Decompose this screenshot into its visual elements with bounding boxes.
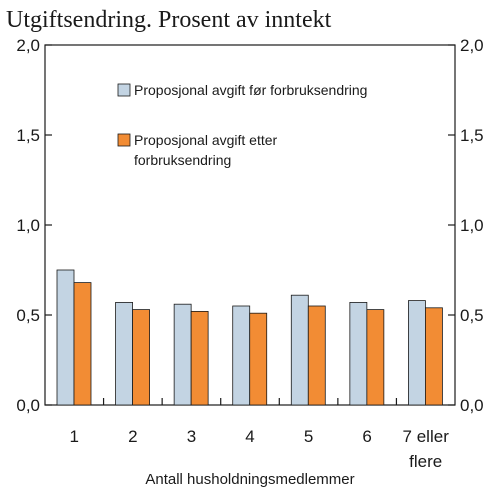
tick-labels: 0,0 0,0 0,5 0,5 1,0 1,0 1,5 1,5 2,0 2,0 [16,36,483,415]
y-tick-label-left: 1,0 [16,216,40,235]
bar [190,310,209,406]
bar [408,300,426,406]
category-label: 1 [70,427,79,446]
bar [73,282,92,406]
y-tick-label-left: 0,0 [16,396,40,415]
y-tick-label-right: 1,0 [460,216,484,235]
y-tick-label-right: 1,5 [460,126,484,145]
y-tick-label-right: 2,0 [460,36,484,55]
category-label: 4 [245,427,254,446]
bar [173,303,192,406]
y-tick-label-left: 0,5 [16,306,40,325]
legend-label: Proposjonal avgift før forbruksendring [134,82,367,98]
category-labels: 1 2 3 4 5 6 7 eller flere [70,427,450,471]
y-tick-label-right: 0,5 [460,306,484,325]
category-label: 3 [187,427,196,446]
category-label: 7 eller [403,427,450,446]
bar [366,309,385,406]
bars [56,269,443,406]
bar [290,294,309,406]
legend-label: forbruksendring [134,152,231,168]
x-axis-label: Antall husholdningsmedlemmer [145,471,354,488]
bar [307,305,326,406]
bar [249,312,268,406]
category-label: 6 [362,427,371,446]
legend-swatch [117,83,131,97]
bar [425,307,443,406]
category-label: 5 [304,427,313,446]
legend-swatch [117,133,131,147]
y-tick-label-left: 2,0 [16,36,40,55]
bar [56,269,75,406]
bar [349,301,368,406]
legend-label: Proposjonal avgift etter [134,132,278,148]
legend: Proposjonal avgift før forbruksendring Pr… [117,82,367,168]
bar [232,305,251,406]
y-tick-label-left: 1,5 [16,126,40,145]
chart-title: Utgiftsendring. Prosent av inntekt [6,7,332,33]
category-label: flere [409,452,442,471]
bar [132,309,150,406]
y-tick-label-right: 0,0 [460,396,484,415]
bar [115,301,133,406]
category-label: 2 [128,427,137,446]
